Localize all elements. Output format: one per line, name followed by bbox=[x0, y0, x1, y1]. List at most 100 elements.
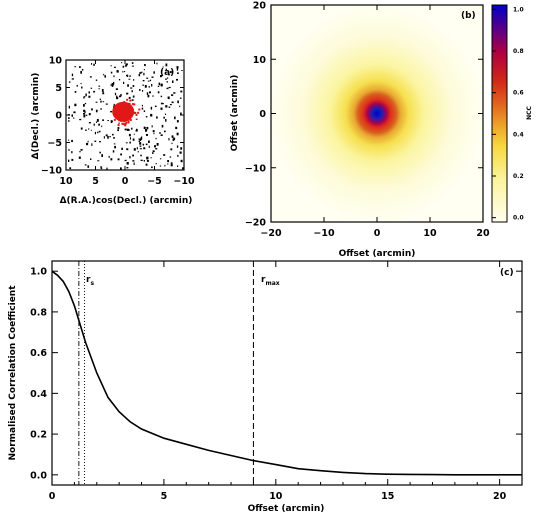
noise-point bbox=[147, 94, 150, 98]
noise-point bbox=[150, 157, 152, 159]
noise-point bbox=[100, 166, 102, 169]
noise-point bbox=[97, 131, 99, 134]
panel-c-frame bbox=[51, 260, 523, 486]
c-xtick-label: 10 bbox=[269, 491, 283, 502]
noise-point bbox=[71, 78, 74, 80]
noise-point bbox=[135, 118, 138, 120]
noise-point bbox=[90, 129, 92, 131]
noise-point bbox=[155, 148, 158, 150]
noise-point bbox=[146, 77, 149, 79]
noise-point bbox=[159, 165, 162, 167]
noise-point bbox=[167, 77, 169, 79]
blob-fragment bbox=[122, 104, 125, 107]
blob-fragment bbox=[118, 119, 121, 122]
blob-fragment bbox=[138, 108, 141, 111]
noise-point bbox=[113, 75, 115, 78]
noise-point bbox=[125, 142, 128, 144]
blob-fragment bbox=[113, 109, 116, 112]
noise-point bbox=[142, 143, 145, 146]
noise-point bbox=[140, 71, 143, 73]
blob-fragment bbox=[117, 124, 120, 127]
noise-point bbox=[73, 117, 75, 119]
noise-point bbox=[84, 164, 87, 166]
noise-point bbox=[167, 96, 170, 100]
colorbar bbox=[491, 4, 508, 223]
noise-point bbox=[124, 128, 127, 131]
noise-point bbox=[93, 123, 95, 126]
noise-point bbox=[126, 74, 129, 77]
panel-a-x-ticks: 10 5 0 −5 −10 bbox=[59, 60, 195, 187]
noise-point bbox=[88, 128, 90, 130]
noise-point bbox=[116, 96, 119, 100]
noise-point bbox=[114, 66, 116, 68]
c-ytick-label: 1.0 bbox=[30, 267, 47, 278]
noise-point bbox=[101, 154, 103, 157]
colorbar-ticks: 1.0 0.8 0.6 0.4 0.2 0.0 bbox=[492, 6, 524, 222]
blob-fragment bbox=[123, 120, 126, 123]
noise-point bbox=[146, 126, 149, 130]
c-ytick-label: 0.0 bbox=[30, 470, 47, 481]
noise-point bbox=[145, 116, 148, 118]
noise-point bbox=[165, 119, 167, 122]
noise-point bbox=[129, 141, 131, 144]
a-ytick-label: 5 bbox=[55, 83, 62, 94]
noise-point bbox=[84, 96, 86, 98]
noise-point bbox=[110, 65, 112, 67]
noise-point bbox=[138, 140, 140, 142]
blob-fragment bbox=[120, 119, 122, 122]
noise-point bbox=[153, 132, 155, 135]
c-ytick-label: 0.8 bbox=[30, 307, 47, 318]
noise-point bbox=[149, 91, 151, 94]
noise-point bbox=[116, 95, 118, 98]
noise-point bbox=[95, 101, 98, 103]
noise-point bbox=[158, 82, 161, 86]
noise-point bbox=[103, 73, 105, 76]
noise-point bbox=[141, 104, 143, 107]
b-ytick-label: −20 bbox=[245, 218, 267, 229]
noise-point bbox=[176, 132, 179, 136]
blob-fragment bbox=[133, 103, 136, 106]
noise-point bbox=[151, 125, 153, 128]
blob-fragment bbox=[124, 123, 127, 125]
noise-point bbox=[146, 92, 149, 95]
noise-point bbox=[179, 151, 182, 154]
noise-point bbox=[125, 64, 128, 66]
noise-point bbox=[84, 102, 87, 105]
noise-point bbox=[88, 113, 91, 116]
noise-point bbox=[141, 107, 144, 110]
noise-point bbox=[172, 138, 174, 142]
noise-point bbox=[99, 151, 101, 154]
blob-fragment bbox=[119, 118, 122, 121]
noise-point bbox=[126, 162, 129, 165]
a-ytick-label: −5 bbox=[47, 138, 62, 149]
noise-point bbox=[137, 151, 139, 153]
blob-fragment bbox=[116, 104, 119, 107]
noise-point bbox=[106, 167, 108, 170]
noise-point bbox=[174, 116, 176, 120]
noise-point bbox=[148, 145, 150, 148]
noise-point bbox=[139, 139, 142, 141]
noise-point bbox=[115, 88, 118, 90]
noise-point bbox=[102, 92, 105, 95]
noise-point bbox=[139, 142, 142, 145]
noise-point bbox=[133, 148, 136, 151]
blob-fragment bbox=[116, 114, 119, 117]
noise-point bbox=[177, 165, 179, 167]
noise-point bbox=[68, 119, 70, 122]
noise-point bbox=[80, 127, 83, 130]
b-ytick-label: 0 bbox=[259, 109, 266, 120]
noise-point bbox=[164, 164, 166, 167]
noise-point bbox=[143, 69, 145, 71]
noise-point bbox=[129, 156, 131, 159]
noise-point bbox=[85, 129, 87, 131]
blob-fragment bbox=[123, 101, 126, 104]
noise-point bbox=[173, 92, 176, 94]
colorbar-tick-label: 0.8 bbox=[513, 48, 524, 55]
noise-point bbox=[141, 136, 143, 140]
noise-point bbox=[151, 84, 153, 87]
noise-point bbox=[171, 142, 173, 145]
noise-point bbox=[143, 160, 145, 162]
noise-point bbox=[98, 85, 101, 87]
c-xtick-label: 5 bbox=[161, 491, 168, 502]
noise-point bbox=[117, 127, 120, 130]
